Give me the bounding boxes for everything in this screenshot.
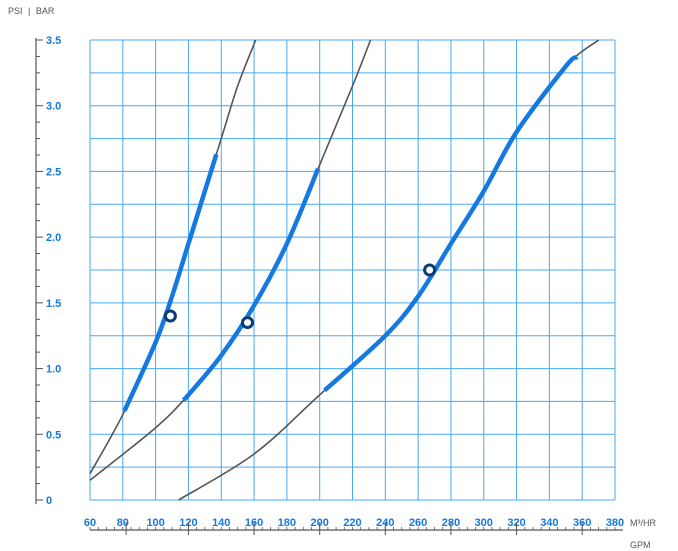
curve-highlight xyxy=(122,153,219,412)
x-tick-label: 260 xyxy=(409,517,427,529)
y-tick-label: 2.0 xyxy=(46,232,61,244)
y-tick-label: 1.0 xyxy=(46,364,61,376)
x-tick-label: 60 xyxy=(84,517,96,529)
curve-highlight xyxy=(323,55,579,393)
y-axis-label-bar: BAR xyxy=(35,6,55,16)
operating-point-marker xyxy=(241,316,254,330)
curve-highlight xyxy=(181,167,321,403)
y-axis-label-psi: PSI xyxy=(8,6,23,16)
curve-line xyxy=(89,39,257,475)
x-axis-unit-bottom: GPM xyxy=(630,540,651,550)
x-tick-label: 140 xyxy=(212,517,230,529)
operating-point-marker xyxy=(163,309,177,323)
y-tick-label: 0.5 xyxy=(46,429,61,441)
x-tick-label: 80 xyxy=(117,517,129,529)
x-tick-label: 300 xyxy=(475,517,493,529)
y-tick-label: 2.5 xyxy=(46,166,61,178)
x-tick-label: 380 xyxy=(606,517,624,529)
y-tick-label: 0 xyxy=(46,495,52,507)
x-axis-unit-top: M³/HR xyxy=(630,518,656,528)
x-tick-label: 340 xyxy=(540,517,558,529)
operating-point-marker xyxy=(423,263,437,277)
x-tick-label: 180 xyxy=(278,517,296,529)
y-axis-separator: | xyxy=(28,6,31,16)
y-tick-label: 3.5 xyxy=(46,35,61,47)
x-tick-label: 220 xyxy=(343,517,361,529)
y-axis-title: PSI | BAR xyxy=(8,6,54,16)
y-tick-label: 1.5 xyxy=(46,298,61,310)
x-tick-label: 100 xyxy=(146,517,164,529)
y-tick-label: 3.0 xyxy=(46,101,61,113)
